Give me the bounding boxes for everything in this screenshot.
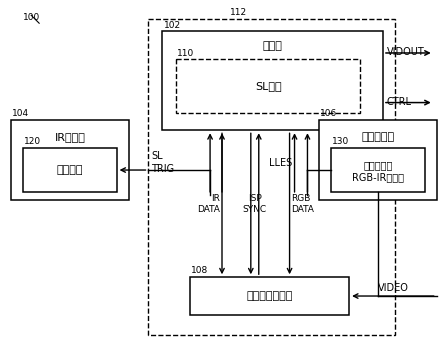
Text: 104: 104 xyxy=(12,110,29,118)
Text: ISP
SYNC: ISP SYNC xyxy=(243,194,267,214)
Bar xyxy=(12,120,129,200)
Text: 120: 120 xyxy=(24,137,41,146)
Text: 106: 106 xyxy=(321,110,337,118)
Text: 处理器: 处理器 xyxy=(263,41,283,51)
Text: VIDEO: VIDEO xyxy=(377,283,408,293)
Bar xyxy=(23,148,117,192)
Text: 108: 108 xyxy=(191,266,208,275)
Text: 图像信号处理器: 图像信号处理器 xyxy=(246,291,293,301)
Text: 102: 102 xyxy=(164,21,182,30)
Bar xyxy=(163,31,383,131)
Bar xyxy=(319,120,436,200)
Text: 卷帘式快门: 卷帘式快门 xyxy=(363,160,392,170)
Text: 110: 110 xyxy=(177,49,194,58)
Text: SL控制: SL控制 xyxy=(255,81,281,91)
Text: 130: 130 xyxy=(332,137,349,146)
Text: CTRL: CTRL xyxy=(387,97,412,106)
Text: 安全性相机: 安全性相机 xyxy=(361,132,395,142)
Bar xyxy=(148,19,395,335)
Bar xyxy=(190,277,349,315)
Text: IR投影仪: IR投影仪 xyxy=(55,132,85,142)
Text: RGB-IR传感器: RGB-IR传感器 xyxy=(352,172,404,182)
Bar xyxy=(176,59,360,113)
Text: LLES: LLES xyxy=(270,158,293,168)
Text: 112: 112 xyxy=(230,8,247,17)
Text: RGB
DATA: RGB DATA xyxy=(292,194,314,214)
Text: IR
DATA: IR DATA xyxy=(197,194,220,214)
Text: 100: 100 xyxy=(23,13,40,22)
Text: VIDOUT: VIDOUT xyxy=(387,47,425,57)
Text: 结构光源: 结构光源 xyxy=(57,165,83,175)
Text: SL
TRIG: SL TRIG xyxy=(151,151,174,174)
Bar xyxy=(331,148,425,192)
